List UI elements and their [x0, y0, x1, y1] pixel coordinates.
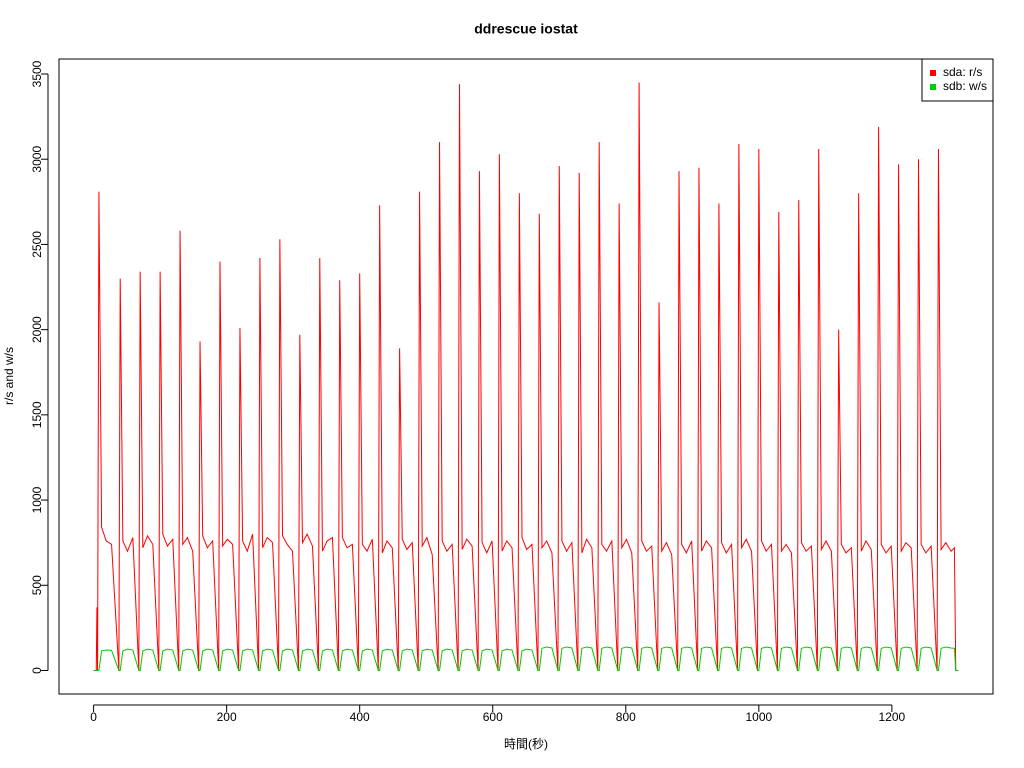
y-tick-label: 3000: [30, 146, 44, 173]
x-tick-label: 400: [350, 710, 370, 724]
series-line: [93, 82, 959, 671]
y-tick-label: 2000: [30, 316, 44, 343]
y-tick-label: 0: [30, 667, 44, 674]
y-tick-label: 1500: [30, 401, 44, 428]
legend-label: sda: r/s: [943, 65, 982, 79]
plot-frame: [58, 58, 994, 695]
chart-title: ddrescue iostat: [474, 21, 578, 37]
y-tick-label: 2500: [30, 231, 44, 258]
y-tick-label: 3500: [30, 60, 44, 87]
x-tick-label: 200: [217, 710, 237, 724]
x-tick-label: 800: [616, 710, 636, 724]
legend-label: sdb: w/s: [943, 79, 987, 93]
y-tick-label: 500: [30, 575, 44, 595]
legend-swatch: [930, 84, 936, 90]
y-tick-label: 1000: [30, 486, 44, 513]
legend-swatch: [930, 70, 936, 76]
x-tick-label: 0: [90, 710, 97, 724]
x-axis-label: 時間(秒): [504, 737, 548, 751]
series-line: [93, 646, 959, 671]
x-tick-label: 1000: [745, 710, 772, 724]
legend-box: [921, 58, 994, 102]
x-tick-label: 600: [483, 710, 503, 724]
x-tick-label: 1200: [879, 710, 906, 724]
y-axis-label: r/s and w/s: [2, 347, 16, 405]
